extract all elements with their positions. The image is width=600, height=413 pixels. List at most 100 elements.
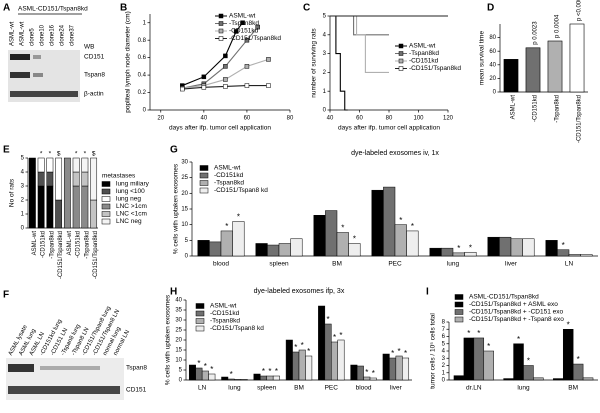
panel-label: E: [3, 145, 10, 156]
x-tick-label: LN: [198, 385, 207, 392]
bar: [473, 337, 485, 381]
marker: *: [365, 368, 368, 377]
y-tick-label: 20: [181, 191, 188, 197]
x-tick-label: -CD151/Tspan8kd: [577, 95, 583, 143]
legend-swatch: [101, 203, 111, 210]
bar: [324, 323, 332, 381]
bar: [545, 240, 558, 257]
y-tick-label: 25: [181, 175, 188, 181]
band: [10, 54, 30, 60]
panel-label: G: [170, 145, 178, 156]
point: [223, 64, 228, 69]
bar: [292, 351, 300, 381]
y-tick-label: 60: [489, 49, 496, 55]
marker: *: [477, 329, 480, 338]
legend-label: -CD151kd: [229, 28, 259, 35]
marker: *: [341, 224, 344, 233]
bar: [580, 254, 593, 257]
panel-label: A: [3, 3, 10, 14]
x-tick-label: -CD151kd: [533, 95, 539, 122]
row-label: Tspan8: [84, 72, 105, 79]
marker: *: [517, 335, 520, 344]
y-axis-label: mean survival time: [479, 31, 486, 86]
y-tick-label: 4: [323, 32, 327, 38]
marker: *: [567, 320, 570, 329]
legend-marker: [398, 51, 404, 56]
y-tick-label: 30: [175, 318, 182, 324]
point: [244, 64, 250, 69]
y-tick-label: 8: [442, 320, 446, 326]
legend-swatch: [195, 318, 205, 324]
y-tick-label: 0: [179, 378, 183, 384]
bar: [525, 47, 541, 93]
legend-label: ASML-wt: [229, 13, 256, 20]
bar: [441, 247, 454, 257]
x-tick-label: blood: [356, 385, 372, 392]
legend-marker: [398, 66, 404, 71]
marker: $: [57, 151, 61, 158]
legend-swatch: [199, 180, 209, 186]
legend-label: ASML-CD151/Tspan8kd: [469, 294, 539, 301]
point: [244, 37, 250, 43]
bar: [208, 373, 216, 381]
legend-label: -Tspan8kd: [409, 50, 439, 57]
y-tick-label: 5: [323, 14, 327, 20]
y-tick-label: 35: [175, 308, 182, 314]
x-axis-label: days after ifp. tumor cell application: [338, 125, 440, 132]
x-tick-label: lung: [517, 385, 530, 392]
bar: [356, 365, 364, 381]
y-tick-label: 0: [185, 254, 189, 260]
x-tick-label: BM: [568, 385, 578, 392]
bar: [232, 221, 245, 257]
charts: B 0 0.2 0.4 0.6 0.8 1 popliteal lymph node diam…: [3, 0, 598, 392]
marker: *: [40, 151, 43, 158]
marker: *: [577, 355, 580, 364]
chart-title: dye-labeled exosomes ifp, 3x: [254, 288, 345, 295]
bar-segment: [90, 157, 98, 201]
bar: [464, 251, 477, 257]
bar-segment: [37, 171, 45, 187]
point: [255, 24, 260, 30]
legend-swatch: [454, 309, 464, 315]
y-tick-label: 0: [493, 90, 497, 96]
legend-swatch: [199, 187, 209, 194]
point: [266, 83, 271, 88]
marker: *: [527, 357, 530, 366]
marker: *: [230, 370, 233, 379]
legend-swatch: [454, 294, 464, 300]
bar-segment: [63, 157, 71, 229]
blot-header: ASML-CD151/Tspan8kd: [18, 6, 88, 13]
bar: [406, 230, 419, 257]
legend-label: -CD151/Tspan8kd: [229, 35, 281, 42]
y-tick-label: 1: [143, 20, 147, 26]
x-tick-label: liver: [390, 385, 403, 392]
x-tick-label: ASML-wt: [32, 231, 38, 256]
marker: *: [467, 329, 470, 338]
y-tick-label: 5: [185, 238, 189, 244]
bar: [285, 339, 293, 381]
row-labels: Tspan8 CD151: [126, 365, 147, 394]
bar: [523, 365, 534, 381]
lane-label: clone16: [50, 24, 56, 46]
bar: [499, 236, 512, 257]
annotation: p 0.0004: [555, 14, 561, 38]
y-tick-label: 30: [181, 160, 188, 166]
annotation: p <0.0001: [577, 0, 583, 21]
y-tick-label: 5: [179, 368, 183, 374]
marker: *: [210, 365, 213, 374]
legend-label: -CD151/Tspan8kd + ASML exo: [469, 301, 558, 308]
bar: [513, 343, 524, 381]
x-tick-label: -CD151kd: [76, 231, 82, 258]
bar: [266, 375, 274, 381]
legend-label: -Tspan8kd: [214, 180, 244, 187]
x-tick-label: 40: [327, 116, 334, 122]
x-tick-label: 100: [413, 116, 424, 122]
y-tick-label: 2: [21, 198, 25, 204]
y-tick-label: 20: [175, 338, 182, 344]
bar: [569, 23, 585, 93]
y-tick-label: 0.6: [138, 55, 147, 61]
bar: [582, 377, 594, 381]
marker: *: [404, 349, 407, 358]
point: [223, 77, 228, 82]
